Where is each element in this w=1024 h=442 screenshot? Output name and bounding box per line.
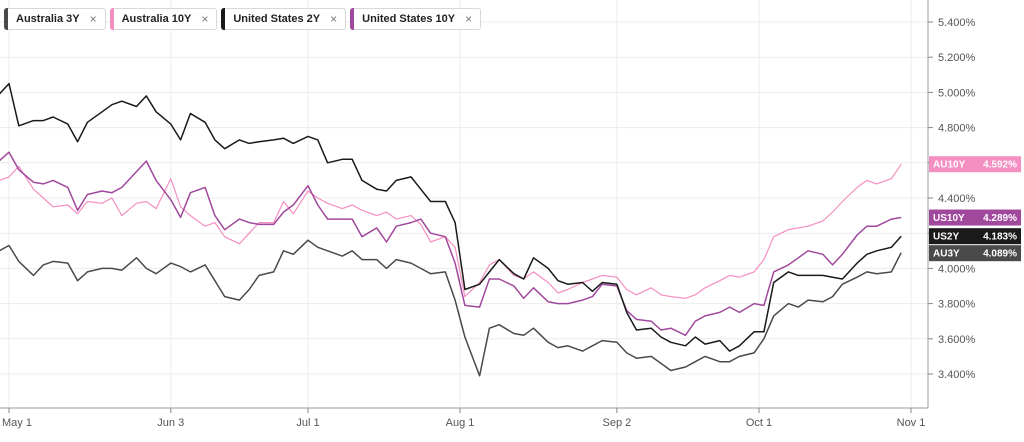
last-value-tag-au3y: AU3Y 4.089%	[929, 245, 1021, 262]
legend-label: United States 2Y	[233, 13, 321, 25]
legend-swatch	[109, 8, 114, 30]
close-icon[interactable]: ×	[465, 12, 473, 26]
last-value-tags: AU10Y 4.592% US10Y 4.289% US2Y 4.183% AU3Y 4.08…	[929, 156, 1021, 262]
gridlines	[0, 0, 928, 408]
y-tick-label: 5.400%	[938, 17, 976, 29]
close-icon[interactable]: ×	[330, 12, 338, 26]
last-value-tag-us2y: US2Y 4.183%	[929, 228, 1021, 245]
tag-series-label: AU3Y	[933, 249, 960, 260]
y-tick-label: 5.200%	[938, 52, 976, 64]
y-tick-label: 5.000%	[938, 87, 976, 99]
tag-last-value: 4.592%	[983, 160, 1017, 171]
y-tick-label: 3.400%	[938, 369, 976, 381]
tag-last-value: 4.289%	[983, 213, 1017, 224]
close-icon[interactable]: ×	[89, 12, 97, 26]
tag-series-label: US10Y	[933, 213, 965, 224]
y-axis-ticks: 5.400%5.200%5.000%4.800%4.600%4.400%4.20…	[928, 17, 976, 381]
y-tick-label: 4.800%	[938, 123, 976, 135]
y-tick-label: 3.800%	[938, 299, 976, 311]
tag-last-value: 4.183%	[983, 232, 1017, 243]
legend-chip-3[interactable]: United States 10Y ×	[350, 8, 482, 30]
series-lines	[0, 82, 902, 377]
tag-background	[929, 245, 1021, 262]
x-tick-label: Oct 1	[746, 417, 772, 429]
tag-background	[929, 228, 1021, 245]
tag-background	[929, 209, 1021, 226]
y-tick-label: 4.400%	[938, 193, 976, 205]
tag-background	[929, 156, 1021, 173]
tag-last-value: 4.089%	[983, 249, 1017, 260]
legend-chip-0[interactable]: Australia 3Y ×	[4, 8, 106, 30]
legend: Australia 3Y × Australia 10Y × United States…	[4, 8, 482, 30]
tag-series-label: US2Y	[933, 232, 959, 243]
y-tick-label: 3.600%	[938, 334, 976, 346]
legend-chip-2[interactable]: United States 2Y ×	[221, 8, 347, 30]
axes	[0, 0, 929, 409]
x-tick-label: Aug 1	[446, 417, 475, 429]
series-line-us10y	[0, 151, 902, 337]
legend-label: United States 10Y	[362, 13, 456, 25]
series-line-au3y	[0, 239, 902, 377]
legend-swatch	[221, 8, 226, 30]
last-value-tag-au10y: AU10Y 4.592%	[929, 156, 1021, 173]
legend-swatch	[4, 8, 8, 30]
tag-series-label: AU10Y	[933, 160, 966, 171]
last-value-tag-us10y: US10Y 4.289%	[929, 209, 1021, 226]
legend-chip-1[interactable]: Australia 10Y ×	[109, 8, 218, 30]
x-tick-label: Jun 3	[157, 417, 184, 429]
close-icon[interactable]: ×	[201, 12, 209, 26]
series-line-au10y	[0, 163, 902, 299]
x-tick-label: Nov 1	[897, 417, 926, 429]
y-tick-label: 4.000%	[938, 263, 976, 275]
series-line-us2y	[0, 82, 902, 352]
x-tick-label: May 1	[2, 417, 32, 429]
x-tick-label: Jul 1	[296, 417, 319, 429]
legend-label: Australia 10Y	[121, 13, 192, 25]
legend-label: Australia 3Y	[16, 13, 80, 25]
x-tick-label: Sep 2	[602, 417, 631, 429]
x-axis-ticks: May 1 Jun 3 Jul 1 Aug 1 Sep 2 Oct 1 Nov 1	[2, 408, 925, 429]
legend-swatch	[350, 8, 355, 30]
